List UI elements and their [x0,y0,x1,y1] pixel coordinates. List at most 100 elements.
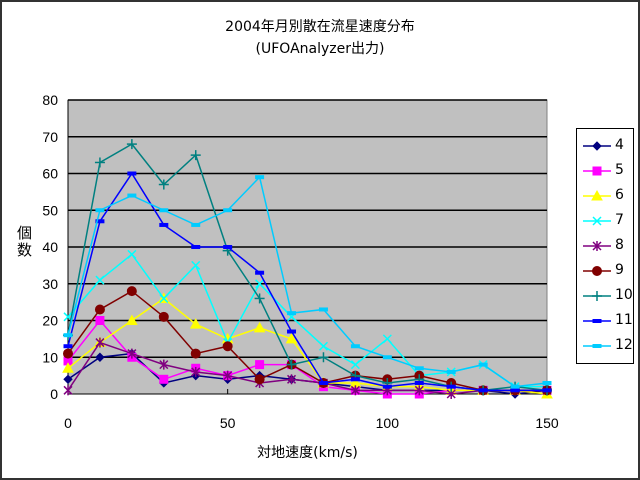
series-line [67,172,547,392]
dash-marker [95,219,105,224]
plus-marker [190,150,201,161]
legend-label: 9 [615,262,624,278]
dash-marker [223,208,233,213]
legend-swatch [583,216,611,226]
circle-marker [63,348,73,359]
dash-marker [446,369,456,374]
legend-swatch [583,266,611,276]
legend-swatch [583,291,611,301]
triangle-marker [253,321,266,333]
dash-marker [542,380,552,385]
dash-marker [287,329,297,334]
dash-marker [542,388,552,393]
dash-marker [478,362,488,367]
circle-marker [190,348,201,359]
plus-marker [126,139,137,150]
circle-marker [94,304,105,315]
triangle-marker [285,332,298,344]
y-tick-label: 40 [42,239,58,255]
triangle-marker [62,362,74,373]
square-marker [95,316,105,325]
legend-label: 5 [615,162,624,178]
dash-marker [287,311,297,316]
dash-marker [191,245,201,249]
y-tick-label: 0 [50,386,58,402]
legend-item-4: 4 [581,135,633,159]
dash-marker [127,193,137,198]
legend-swatch [583,141,611,151]
x-marker [255,279,265,289]
legend-label: 8 [615,237,624,253]
dash-marker [318,307,328,312]
legend-label: 11 [615,312,633,328]
legend-swatch [583,166,611,176]
plus-marker [318,352,329,363]
circle-marker [592,266,602,276]
legend-item-7: 7 [581,210,633,234]
dash-marker [350,377,360,382]
dash-marker [350,344,360,349]
star-marker [592,241,602,251]
legend-item-6: 6 [581,185,633,209]
x-axis-label: 対地速度(km/s) [257,445,358,461]
plus-marker [94,157,105,168]
x-marker [318,341,328,351]
diamond-marker [63,374,73,385]
star-marker [191,366,201,377]
x-tick-label: 100 [376,415,400,431]
circle-marker [126,286,137,297]
series-line [67,175,548,388]
circle-marker [254,374,265,385]
x-tick-label: 0 [64,415,72,431]
plus-marker [158,179,169,190]
diamond-marker [95,352,105,362]
legend: 4 5 6 7 8 9 10 11 12 [576,128,634,364]
dash-marker [592,344,602,348]
x-marker [159,293,169,303]
legend-swatch [583,344,611,348]
dash-marker [191,222,201,227]
dash-marker [255,175,265,180]
legend-item-5: 5 [581,160,633,184]
x-tick-label: 150 [535,415,559,431]
dash-marker [414,380,424,385]
dash-marker [95,208,105,213]
dash-marker [478,388,488,393]
triangle-marker [126,314,138,325]
y-tick-label: 80 [42,92,58,108]
y-tick-label: 70 [42,129,58,145]
x-marker [95,275,105,285]
star-marker [63,385,73,396]
series-12 [63,175,552,389]
dash-marker [63,333,73,338]
y-tick-label: 30 [42,276,58,292]
legend-item-12: 12 [581,335,633,359]
dash-marker [318,380,328,385]
triangle-marker [189,318,202,329]
star-marker [159,359,169,370]
dash-marker [255,270,265,275]
x-marker [592,216,602,226]
star-marker [350,385,360,396]
x-marker [127,249,137,259]
star-marker [287,374,297,385]
x-tick-label: 50 [220,415,236,431]
y-axis-label: 個数 [15,225,33,259]
dash-marker [382,384,392,389]
legend-item-9: 9 [581,260,633,284]
star-marker [223,370,233,381]
x-marker [350,360,360,370]
diamond-marker [592,141,602,151]
legend-label: 10 [615,287,633,303]
dash-marker [510,388,520,393]
dash-marker [159,208,169,213]
x-marker [382,334,392,344]
legend-item-8: 8 [581,235,633,259]
y-tick-label: 20 [42,313,58,329]
legend-label: 6 [615,187,624,203]
legend-swatch [583,189,611,201]
plus-marker [254,293,265,304]
star-marker [95,337,105,348]
chart-subtitle: (UFOAnalyzer出力) [255,41,385,57]
dash-marker [414,366,424,371]
